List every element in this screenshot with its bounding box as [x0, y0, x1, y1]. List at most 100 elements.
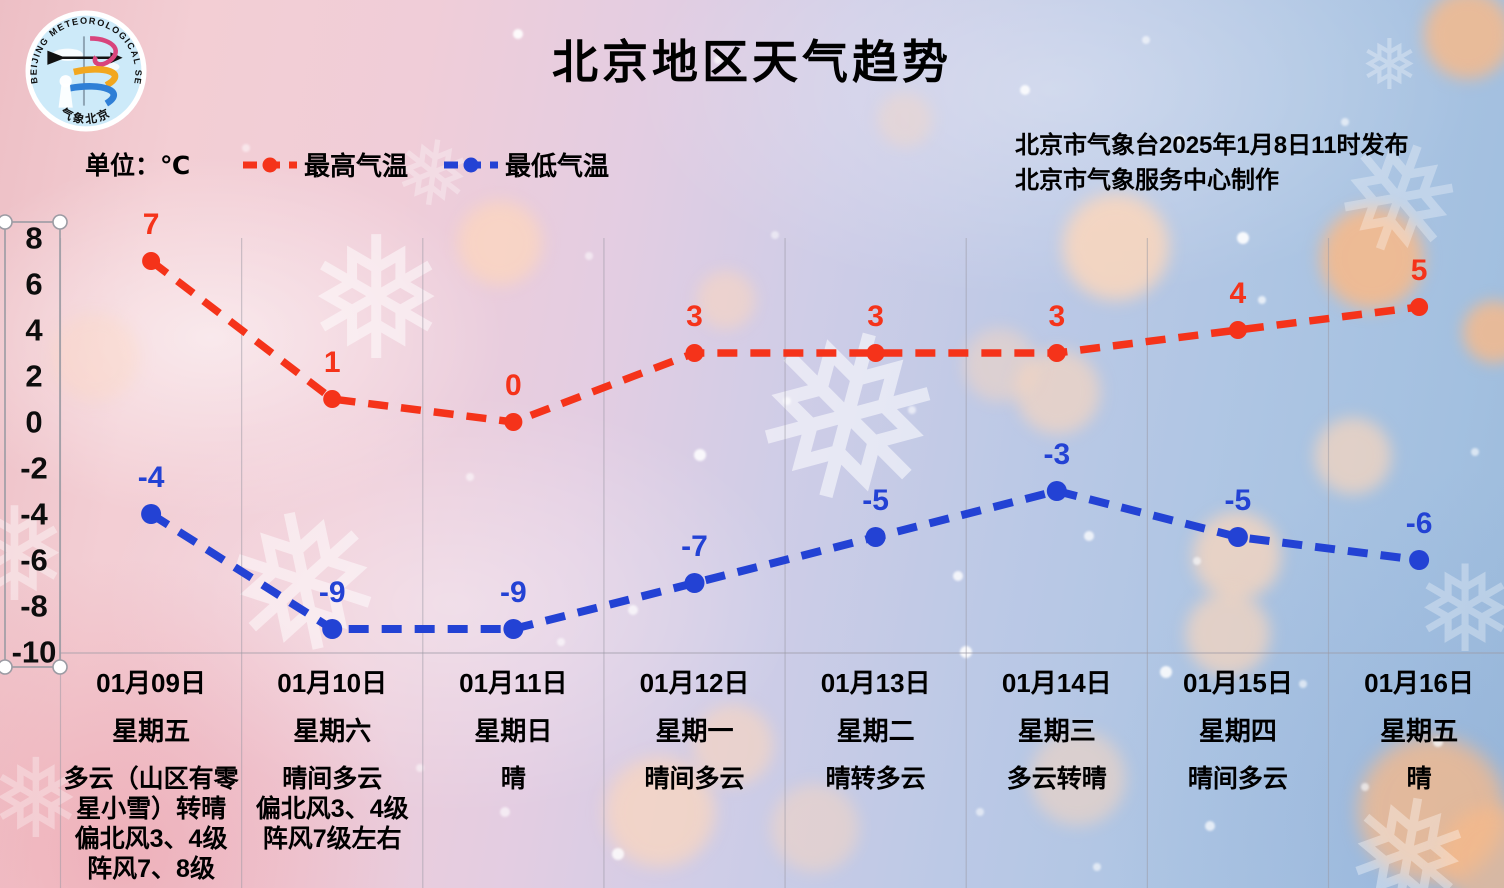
y-axis-tick-label: 6 — [25, 267, 42, 302]
low-temp-value-label: -9 — [500, 576, 527, 609]
weather-description: 晴转多云 — [785, 764, 966, 794]
y-axis-tick-label: -10 — [12, 635, 57, 670]
snow-dot — [976, 808, 984, 816]
low-temp-point — [141, 504, 162, 524]
low-temp-value-label: -4 — [138, 461, 165, 494]
snow-dot — [1258, 296, 1266, 304]
low-temp-point — [322, 619, 343, 639]
high-temp-point — [1228, 321, 1247, 339]
weather-description: 晴 — [1329, 764, 1504, 794]
snow-dot — [694, 449, 706, 461]
weather-description-line: 多云转晴 — [1006, 765, 1107, 793]
snow-dot — [1160, 666, 1172, 678]
snow-dot — [953, 571, 963, 581]
high-temp-value-label: 3 — [686, 300, 703, 333]
day-column: 01月15日 星期四晴间多云 — [1147, 668, 1328, 888]
weather-description: 多云转晴 — [966, 764, 1147, 794]
weather-description-line: 晴 — [500, 765, 526, 793]
high-temp-point — [685, 344, 704, 362]
bokeh-light — [454, 197, 546, 289]
snow-dot — [714, 56, 722, 64]
snow-dot — [1142, 36, 1150, 44]
weather-description: 晴 — [423, 764, 604, 794]
bokeh-light — [1182, 588, 1274, 680]
low-temp-value-label: -3 — [1043, 438, 1070, 471]
low-temp-point — [865, 527, 886, 547]
high-temp-value-label: 3 — [1048, 300, 1065, 333]
bokeh-light — [1420, 0, 1504, 83]
day-column: 01月14日 星期三 多云转晴 — [966, 668, 1147, 888]
y-axis-tick-label: -2 — [20, 451, 48, 486]
weather-description: 晴间多云 偏北风3、4级 阵风7级左右 — [242, 764, 423, 854]
page-title: 北京地区天气趋势 — [552, 36, 952, 88]
weather-description-line: 阵风7、8级 — [87, 855, 215, 883]
snowflake-decoration: ❅ — [0, 738, 83, 861]
weekday-label: 星期六 — [293, 716, 372, 746]
high-temp-point — [323, 390, 342, 408]
snow-dot — [841, 766, 849, 774]
low-temp-point — [1409, 550, 1430, 570]
snow-dot — [416, 764, 424, 772]
bokeh-light — [960, 325, 1040, 405]
weather-description-line: 多云（山区有零 — [63, 765, 239, 793]
weather-description-line: 晴间多云 — [644, 765, 745, 793]
low-temp-value-label: -6 — [1406, 507, 1433, 540]
selection-handle — [52, 659, 68, 675]
weather-description: 晴间多云 — [1147, 764, 1328, 794]
snow-dot — [466, 473, 474, 481]
weekday-label: 星期五 — [112, 716, 191, 746]
low-temp-value-label: -5 — [1225, 484, 1252, 517]
low-temp-point — [503, 619, 524, 639]
y-axis-tick-label: 2 — [25, 359, 42, 394]
y-axis-tick-label: -8 — [20, 589, 48, 624]
high-temp-point — [1047, 344, 1066, 362]
high-temp-value-label: 0 — [505, 369, 522, 402]
low-temp-point — [1046, 481, 1067, 501]
bokeh-light — [694, 268, 758, 332]
weekday-label: 星期四 — [1198, 716, 1277, 746]
snow-dot — [242, 144, 250, 152]
high-temp-line — [148, 258, 1420, 426]
snow-dot — [1020, 85, 1030, 95]
bokeh-light — [1316, 202, 1428, 314]
date-label: 01月14日 — [1001, 668, 1112, 698]
selection-handle — [0, 214, 13, 230]
snow-dot — [1084, 531, 1094, 541]
date-label: 01月15日 — [1182, 668, 1293, 698]
snow-dot — [585, 252, 593, 260]
day-column: 01月12日 星期一晴间多云 — [604, 668, 785, 888]
snow-dot — [1175, 135, 1185, 145]
snow-dot — [500, 807, 510, 817]
weather-description-line: 阵风7级左右 — [262, 825, 402, 853]
bokeh-light — [1026, 726, 1130, 830]
legend-item-low-temp: 最低气温 — [444, 146, 609, 183]
weekday-label: 星期一 — [655, 716, 734, 746]
logo-observation-tower — [58, 83, 73, 108]
issue-line-1: 北京市气象台2025年1月8日11时发布 — [1015, 132, 1409, 159]
selection-handle — [0, 659, 13, 675]
date-label: 01月12日 — [639, 668, 750, 698]
day-column: 01月10日 星期六 晴间多云 偏北风3、4级 阵风7级左右 — [242, 668, 423, 888]
legend-label-high: 最高气温 — [304, 151, 409, 181]
snow-dot — [783, 397, 791, 405]
logo-wind-vane-icon — [47, 50, 66, 65]
snowflake-decoration: ❅ — [0, 482, 69, 628]
legend-label-low: 最低气温 — [505, 151, 610, 181]
y-axis-tick-label: 0 — [25, 405, 42, 440]
high-temp-value-label: 5 — [1411, 254, 1428, 287]
low-temp-value-label: -9 — [319, 576, 346, 609]
selection-handle — [52, 214, 68, 230]
weather-description-line: 偏北风3、4级 — [74, 825, 228, 853]
snow-dot — [771, 231, 779, 239]
low-temp-legend-swatch — [444, 157, 498, 172]
weather-description-line: 星小雪）转晴 — [76, 795, 227, 823]
bokeh-light — [47, 309, 143, 405]
bokeh-light — [1311, 414, 1395, 498]
snow-dot — [1433, 737, 1443, 747]
snow-dot — [557, 638, 565, 646]
day-column: 01月11日 星期日晴 — [423, 668, 604, 888]
weather-description-line: 晴 — [1406, 765, 1432, 793]
high-temp-value-label: 3 — [867, 300, 884, 333]
issue-info: 北京市气象台2025年1月8日11时发布 北京市气象服务中心制作 — [1015, 128, 1408, 198]
